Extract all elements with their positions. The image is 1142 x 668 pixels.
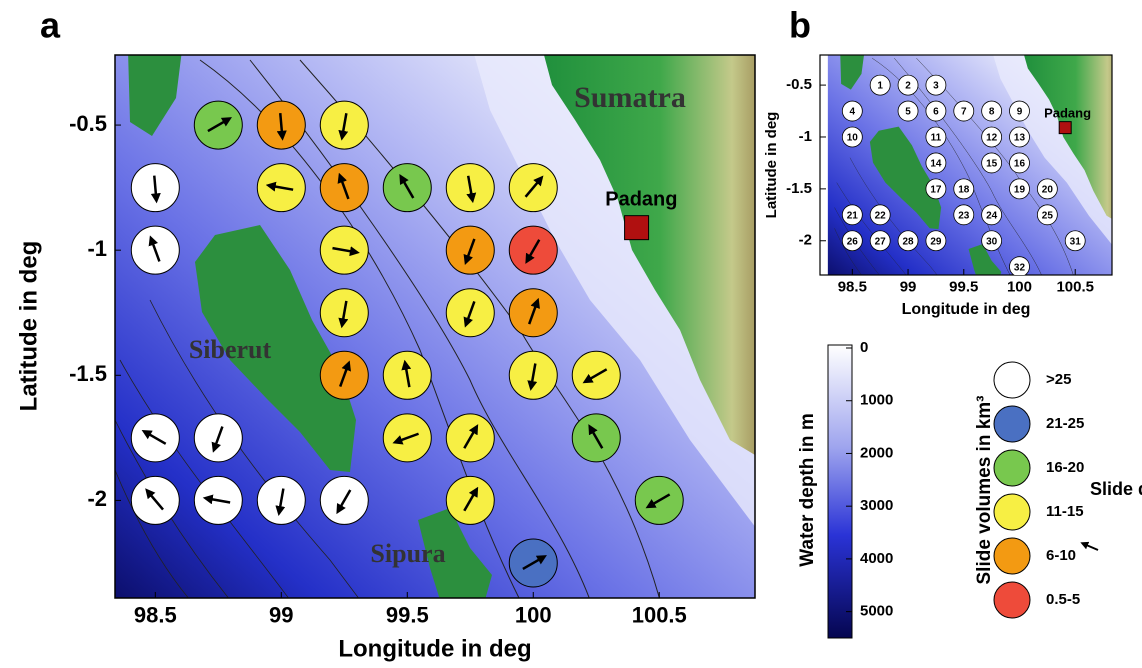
site-id: 18 bbox=[958, 185, 970, 196]
site-id: 9 bbox=[1017, 107, 1023, 118]
site-id: 22 bbox=[875, 210, 887, 221]
place-label: Sumatra bbox=[574, 81, 686, 114]
direction-legend: Slide direction bbox=[1090, 479, 1142, 499]
site-id: 23 bbox=[958, 210, 970, 221]
site-id: 6 bbox=[933, 107, 939, 118]
x-axis-label: Longitude in deg bbox=[338, 635, 531, 662]
site-id: 29 bbox=[930, 236, 942, 247]
site-id: 14 bbox=[930, 159, 942, 170]
colorbar-tick-label: 5000 bbox=[860, 603, 893, 620]
site-id: 10 bbox=[847, 133, 859, 144]
site-id: 24 bbox=[986, 210, 998, 221]
site-id: 28 bbox=[902, 236, 914, 247]
site-id: 19 bbox=[1014, 185, 1026, 196]
x-tick-label: 98.5 bbox=[838, 279, 867, 296]
site-id: 32 bbox=[1014, 262, 1026, 273]
site-id: 21 bbox=[847, 210, 859, 221]
x-tick-label: 100.5 bbox=[1056, 279, 1094, 296]
city-label: Padang bbox=[1044, 105, 1091, 120]
y-tick-label: -2 bbox=[799, 232, 812, 249]
site-id: 8 bbox=[989, 107, 995, 118]
x-tick-label: 99 bbox=[269, 603, 293, 628]
legend-swatch bbox=[994, 538, 1030, 574]
legend-title: Slide volumes in km³ bbox=[974, 396, 995, 585]
site-id: 3 bbox=[933, 81, 939, 92]
y-tick-label: -1 bbox=[799, 128, 812, 145]
y-tick-label: -0.5 bbox=[69, 111, 107, 136]
city-marker bbox=[625, 216, 649, 240]
legend-swatch bbox=[994, 582, 1030, 618]
direction-legend-arrow bbox=[1084, 544, 1098, 550]
site-id: 2 bbox=[905, 81, 911, 92]
legend-label: 21-25 bbox=[1046, 415, 1084, 432]
x-axis-label: Longitude in deg bbox=[902, 301, 1031, 318]
site-id: 15 bbox=[986, 159, 998, 170]
place-label: Siberut bbox=[189, 335, 272, 364]
colorbar-tick-label: 2000 bbox=[860, 444, 893, 461]
legend-label: >25 bbox=[1046, 371, 1071, 388]
site-id: 25 bbox=[1042, 210, 1054, 221]
y-axis-label: Latitude in deg bbox=[763, 112, 780, 219]
y-tick-label: -0.5 bbox=[786, 76, 812, 93]
panel-label: b bbox=[789, 5, 811, 46]
site-id: 30 bbox=[986, 236, 998, 247]
depth-colorbar bbox=[828, 345, 852, 638]
figure: a b Longitude in deg Latitude in deg Lon… bbox=[0, 0, 1142, 668]
legend-label: 6-10 bbox=[1046, 547, 1076, 564]
x-tick-label: 99.5 bbox=[949, 279, 978, 296]
x-tick-label: 99 bbox=[900, 279, 917, 296]
site-id: 7 bbox=[961, 107, 967, 118]
panel-label: a bbox=[40, 5, 61, 46]
site-id: 17 bbox=[930, 185, 942, 196]
site-id: 11 bbox=[931, 133, 942, 144]
colorbar-title: Water depth in m bbox=[797, 413, 818, 566]
city-marker bbox=[1059, 122, 1071, 134]
city-label: Padang bbox=[605, 188, 677, 210]
site-id: 31 bbox=[1070, 236, 1082, 247]
y-tick-label: -2 bbox=[87, 486, 107, 511]
legend-swatch bbox=[994, 406, 1030, 442]
legend-label: 0.5-5 bbox=[1046, 591, 1080, 608]
x-tick-label: 100.5 bbox=[632, 603, 687, 628]
legend-swatch bbox=[994, 362, 1030, 398]
site-id: 5 bbox=[905, 107, 911, 118]
legend-swatch bbox=[994, 450, 1030, 486]
site-id: 12 bbox=[986, 133, 998, 144]
place-label: Sipura bbox=[370, 539, 445, 568]
legend-label: 16-20 bbox=[1046, 459, 1084, 476]
site-id: 27 bbox=[875, 236, 887, 247]
x-tick-label: 99.5 bbox=[386, 603, 429, 628]
legend-label: 11-15 bbox=[1046, 503, 1084, 520]
colorbar-tick-label: 1000 bbox=[860, 392, 893, 409]
y-tick-label: -1 bbox=[87, 236, 107, 261]
site-id: 1 bbox=[877, 81, 883, 92]
site-id: 20 bbox=[1042, 185, 1054, 196]
site-id: 4 bbox=[850, 107, 856, 118]
x-tick-label: 100 bbox=[1007, 279, 1032, 296]
x-tick-label: 100 bbox=[515, 603, 552, 628]
y-tick-label: -1.5 bbox=[69, 361, 107, 386]
site-id: 26 bbox=[847, 236, 859, 247]
site-id: 13 bbox=[1014, 133, 1026, 144]
site-id: 16 bbox=[1014, 159, 1026, 170]
x-tick-label: 98.5 bbox=[134, 603, 177, 628]
colorbar-tick-label: 3000 bbox=[860, 497, 893, 514]
colorbar-tick-label: 0 bbox=[860, 339, 868, 356]
y-tick-label: -1.5 bbox=[786, 180, 812, 197]
colorbar-tick-label: 4000 bbox=[860, 550, 893, 567]
legend-swatch bbox=[994, 494, 1030, 530]
y-axis-label: Latitude in deg bbox=[15, 241, 42, 412]
